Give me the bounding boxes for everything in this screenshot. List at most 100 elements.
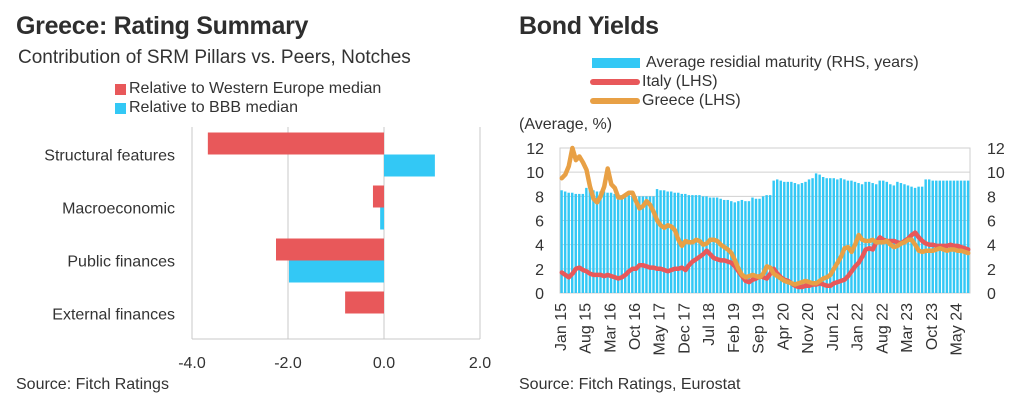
- y-tick-label-left: 2: [535, 262, 544, 279]
- legend-label: Greece (LHS): [642, 92, 741, 109]
- maturity-bar: [616, 193, 620, 293]
- maturity-bar: [945, 180, 949, 293]
- maturity-bar: [793, 183, 797, 293]
- bar: [288, 260, 384, 283]
- category-label: Macroeconomic: [62, 201, 175, 218]
- y-tick-label-left: 8: [535, 189, 544, 206]
- y-tick-label-right: 12: [987, 141, 1005, 158]
- y-tick-label-right: 8: [987, 189, 996, 206]
- x-tick-label: Oct 23: [924, 303, 941, 350]
- maturity-bar: [779, 180, 782, 293]
- maturity-bar: [602, 191, 606, 293]
- x-tick-label: Jul 18: [701, 303, 718, 346]
- maturity-bar: [776, 179, 779, 293]
- maturity-bar: [645, 196, 648, 293]
- x-tick-label: Feb 19: [726, 303, 743, 353]
- bond-yields-chart: 0 0 2 2 4 4 6 6 8 8 10 10 12 12 Jan 15 Aug 15 Mar 16 Oct …: [526, 141, 1005, 355]
- maturity-bar: [853, 181, 857, 293]
- maturity-bar: [786, 181, 790, 293]
- y-tick-label-right: 6: [987, 214, 996, 231]
- maturity-bar: [673, 192, 676, 293]
- legend-item-maturity: Average residial maturity (RHS, years): [592, 54, 919, 72]
- y-tick-label-left: 10: [526, 165, 544, 182]
- maturity-bar: [574, 193, 577, 293]
- maturity-bar: [666, 191, 669, 293]
- maturity-bar: [669, 191, 673, 293]
- maturity-bar: [606, 192, 609, 293]
- legend-swatch-bar: [592, 58, 640, 68]
- category-label: Public finances: [67, 254, 175, 271]
- maturity-bar: [765, 195, 768, 293]
- maturity-bar: [829, 178, 832, 293]
- bar: [207, 132, 384, 155]
- y-tick-label-left: 4: [535, 238, 544, 255]
- legend-label: Relative to BBB median: [129, 99, 298, 116]
- maturity-bar: [638, 196, 641, 293]
- y-tick-label-left: 12: [526, 141, 544, 158]
- category-label: External finances: [52, 307, 175, 324]
- bar: [372, 185, 384, 208]
- maturity-bar: [585, 187, 588, 293]
- maturity-bar: [952, 180, 956, 293]
- maturity-bar: [839, 178, 843, 293]
- x-tick-label: Aug 15: [578, 303, 595, 354]
- x-tick-label: -2.0: [274, 355, 302, 372]
- maturity-bar: [850, 180, 853, 293]
- maturity-bar: [761, 196, 765, 293]
- bar: [384, 154, 435, 177]
- maturity-bar: [959, 180, 963, 293]
- legend-item-bbb: Relative to BBB median: [115, 99, 298, 117]
- maturity-bar: [627, 195, 630, 293]
- maturity-bar: [832, 178, 835, 293]
- x-tick-label: -4.0: [178, 355, 206, 372]
- maturity-bar: [560, 190, 563, 293]
- legend-swatch-line-orange: [590, 98, 640, 104]
- right-source-note: Source: Fitch Ratings, Eurostat: [519, 376, 741, 393]
- maturity-bar: [846, 180, 850, 293]
- x-tick-label: Dec 17: [676, 303, 693, 354]
- legend-swatch-blue: [115, 102, 126, 114]
- maturity-bar: [578, 193, 581, 293]
- maturity-bar: [899, 183, 903, 293]
- maturity-bar: [804, 181, 807, 293]
- maturity-bar: [811, 178, 814, 293]
- maturity-bar: [641, 196, 645, 293]
- left-source-note: Source: Fitch Ratings: [16, 376, 169, 393]
- y-axis-unit-label: (Average, %): [519, 116, 613, 133]
- left-chart-title: Greece: Rating Summary: [16, 12, 309, 40]
- maturity-bar: [938, 180, 942, 293]
- maturity-bar: [864, 181, 867, 293]
- maturity-bar: [592, 190, 595, 293]
- maturity-bar: [790, 181, 793, 293]
- maturity-bar: [588, 189, 592, 293]
- maturity-bar: [797, 184, 800, 293]
- right-chart-title: Bond Yields: [519, 12, 659, 40]
- maturity-bar: [836, 179, 839, 293]
- y-tick-label-right: 0: [987, 286, 996, 303]
- y-tick-label-right: 10: [987, 165, 1005, 182]
- maturity-bar: [867, 181, 871, 293]
- maturity-bar: [609, 192, 613, 293]
- maturity-bar: [634, 196, 638, 293]
- maturity-bar: [595, 191, 599, 293]
- maturity-bar: [783, 181, 786, 293]
- x-tick-label: Jun 21: [825, 303, 842, 351]
- maturity-bar: [624, 195, 627, 293]
- maturity-bar: [751, 197, 754, 293]
- maturity-bar: [885, 181, 889, 293]
- x-tick-label: Jan 22: [850, 303, 867, 351]
- maturity-bar: [620, 195, 623, 293]
- bar: [345, 291, 384, 314]
- maturity-bar: [758, 198, 761, 293]
- maturity-bar: [747, 201, 751, 293]
- maturity-bar: [648, 196, 652, 293]
- maturity-bar: [956, 180, 959, 293]
- maturity-bar: [581, 193, 585, 293]
- maturity-bar: [807, 179, 811, 293]
- maturity-bar: [571, 192, 574, 293]
- maturity-bar: [694, 195, 698, 293]
- category-label: Structural features: [44, 148, 175, 165]
- maturity-bar: [942, 180, 945, 293]
- bar: [380, 207, 384, 230]
- maturity-bar: [744, 201, 747, 293]
